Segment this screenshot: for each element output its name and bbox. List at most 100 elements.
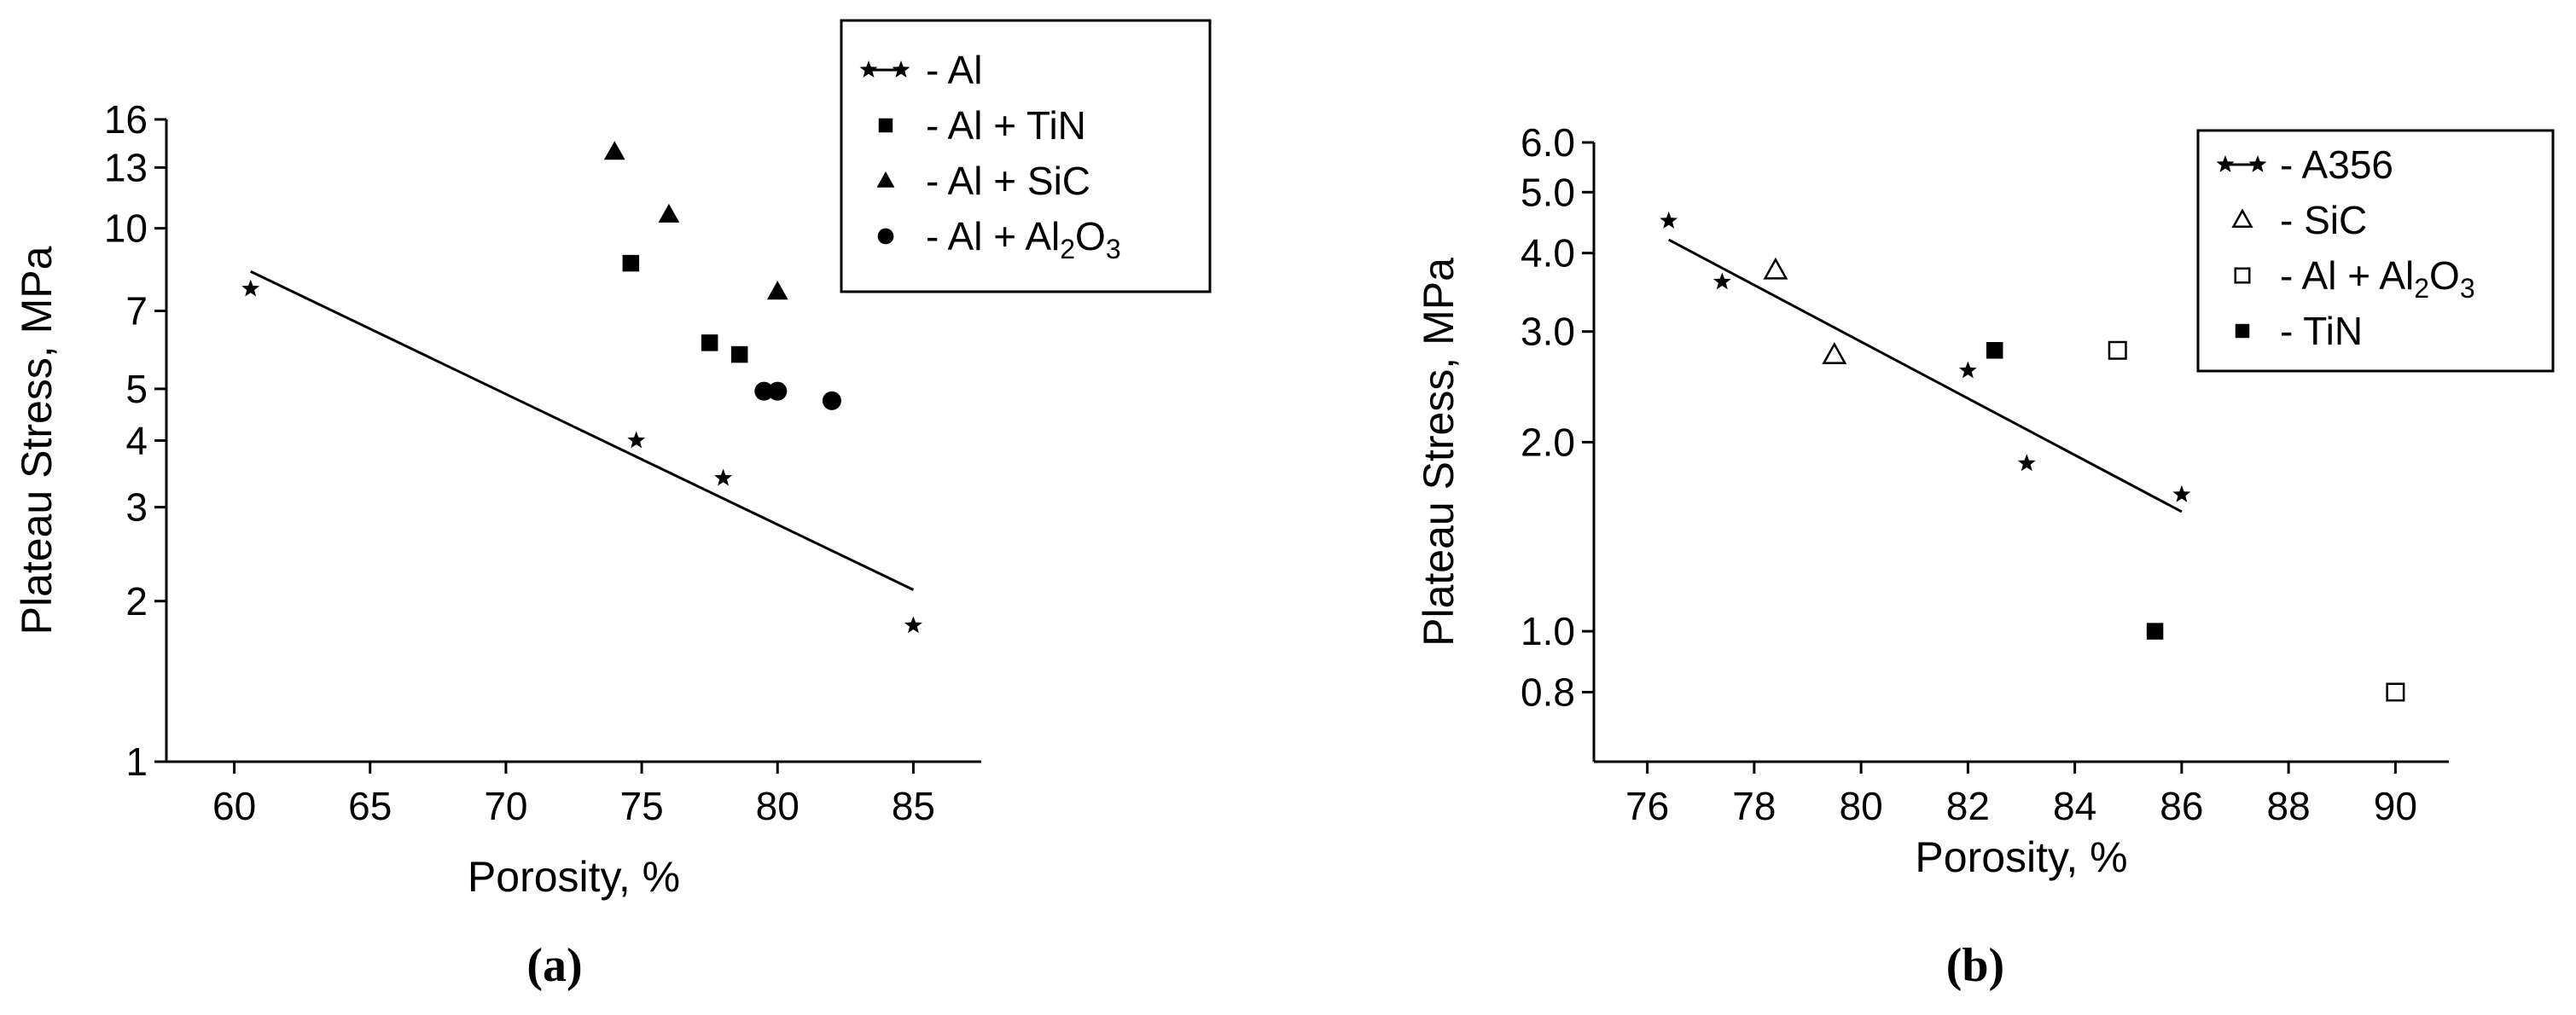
series-1 [1763,257,1847,364]
data-point [2108,340,2127,360]
y-tick-label: 0.8 [1521,670,1575,714]
trend-line [1667,238,2183,513]
data-point [658,203,680,223]
legend-label: - SiC [2280,198,2367,242]
data-point [1958,361,1977,379]
legend-box [2196,129,2555,373]
data-point [1822,341,1847,364]
x-tick-label: 82 [1946,784,1990,828]
x-tick-label: 80 [756,784,800,828]
legend-label: - TiN [2280,309,2363,353]
data-point [904,616,922,634]
legend-marker-icon [878,118,893,133]
y-tick-label: 5.0 [1521,170,1575,214]
legend-label: - Al + TiN [926,103,1086,148]
data-point [603,141,625,160]
legend-label-text: - Al + TiN [926,103,1086,148]
y-tick-label: 1.0 [1521,609,1575,653]
legend-label: - Al + Al2O3 [926,214,1121,264]
x-tick-label: 86 [2160,784,2203,828]
y-tick-label: 2.0 [1521,420,1575,464]
panel-b: 76 78 80 82 84 86 88 90 0.8 1.0 2.0 3.0 4.0 5.0 6.0 Por… [1415,120,2555,992]
legend-label-text: - SiC [2280,198,2367,242]
x-tick-label: 76 [1625,784,1669,828]
series-0 [241,279,922,634]
x-tick-label: 84 [2053,784,2096,828]
data-point [714,468,732,486]
data-point [768,381,788,401]
data-point [2146,623,2164,640]
data-point [2386,682,2405,702]
data-point [1763,257,1788,280]
legend-label: - Al [926,48,982,92]
legend-marker-icon [2234,267,2251,284]
data-point [1986,342,2003,359]
legend-star-icon [2248,155,2267,172]
x-tick-label: 65 [348,784,392,828]
x-tick-label: 88 [2267,784,2311,828]
legend-subscript: 3 [2460,273,2475,304]
x-tick-label: 90 [2374,784,2417,828]
x-tick-label: 60 [212,784,256,828]
legend-marker-icon [876,171,895,188]
y-axis-label: Plateau Stress, MPa [13,246,61,635]
legend: - A356 - SiC - Al + Al2O3 - TiN [2196,129,2555,373]
y-tick-label: 13 [104,145,148,189]
legend-star-icon [2216,155,2235,172]
data-point [1660,212,1678,229]
legend-label-text: - A356 [2280,142,2393,187]
x-tick-label: 78 [1732,784,1776,828]
legend-label-text: - Al + SiC [926,159,1090,203]
legend-oxygen: O [2429,253,2460,298]
y-tick-label: 10 [104,206,148,251]
legend-label: - Al + Al2O3 [2280,253,2475,304]
legend-label-text: - Al [926,48,982,92]
y-tick-label: 5 [125,367,148,411]
data-point [766,281,788,300]
data-point [2172,484,2191,502]
legend-label-text: - TiN [2280,309,2363,353]
x-axis-label: Porosity, % [468,853,680,901]
y-tick-label: 1 [125,740,148,784]
series-0 [1660,212,2191,502]
y-tick-label: 16 [104,97,148,142]
x-tick-label: 80 [1840,784,1883,828]
series-2 [2108,340,2405,702]
series-1 [622,254,748,363]
legend-star-icon [859,61,878,78]
data-point [822,391,841,410]
data-point [730,345,748,363]
data-point [241,279,260,297]
y-tick-label: 3.0 [1521,310,1575,354]
y-tick-label: 7 [125,289,148,334]
legend-oxygen: O [1075,214,1106,258]
legend-label-text: - Al + Al [2280,253,2414,298]
y-tick-label: 3 [125,485,148,530]
y-tick-label: 2 [125,579,148,624]
trend-line [250,270,915,591]
panel-caption: (a) [526,939,582,992]
legend-star-icon [892,61,910,78]
x-tick-label: 70 [484,784,527,828]
legend: - Al - Al + TiN - Al + SiC - Al + Al2O3 [840,19,1212,293]
series-2 [603,141,788,300]
data-point [627,431,646,449]
y-tick-label: 4.0 [1521,231,1575,276]
panel-caption: (b) [1946,939,2004,992]
x-axis-label: Porosity, % [1915,833,2127,881]
y-tick-label: 6.0 [1521,120,1575,165]
y-axis-label: Plateau Stress, MPa [1415,258,1462,647]
legend-marker-icon [2235,323,2250,339]
data-point [701,334,718,351]
data-point [2017,454,2036,472]
series-3 [1986,342,2164,640]
legend-subscript: 3 [1106,234,1121,264]
y-tick-label: 4 [125,419,148,463]
legend-label-text: - Al + Al [926,214,1060,258]
legend-marker-icon [877,228,894,245]
legend-label: - Al + SiC [926,159,1090,203]
data-point [754,381,774,401]
series-3 [754,381,841,410]
